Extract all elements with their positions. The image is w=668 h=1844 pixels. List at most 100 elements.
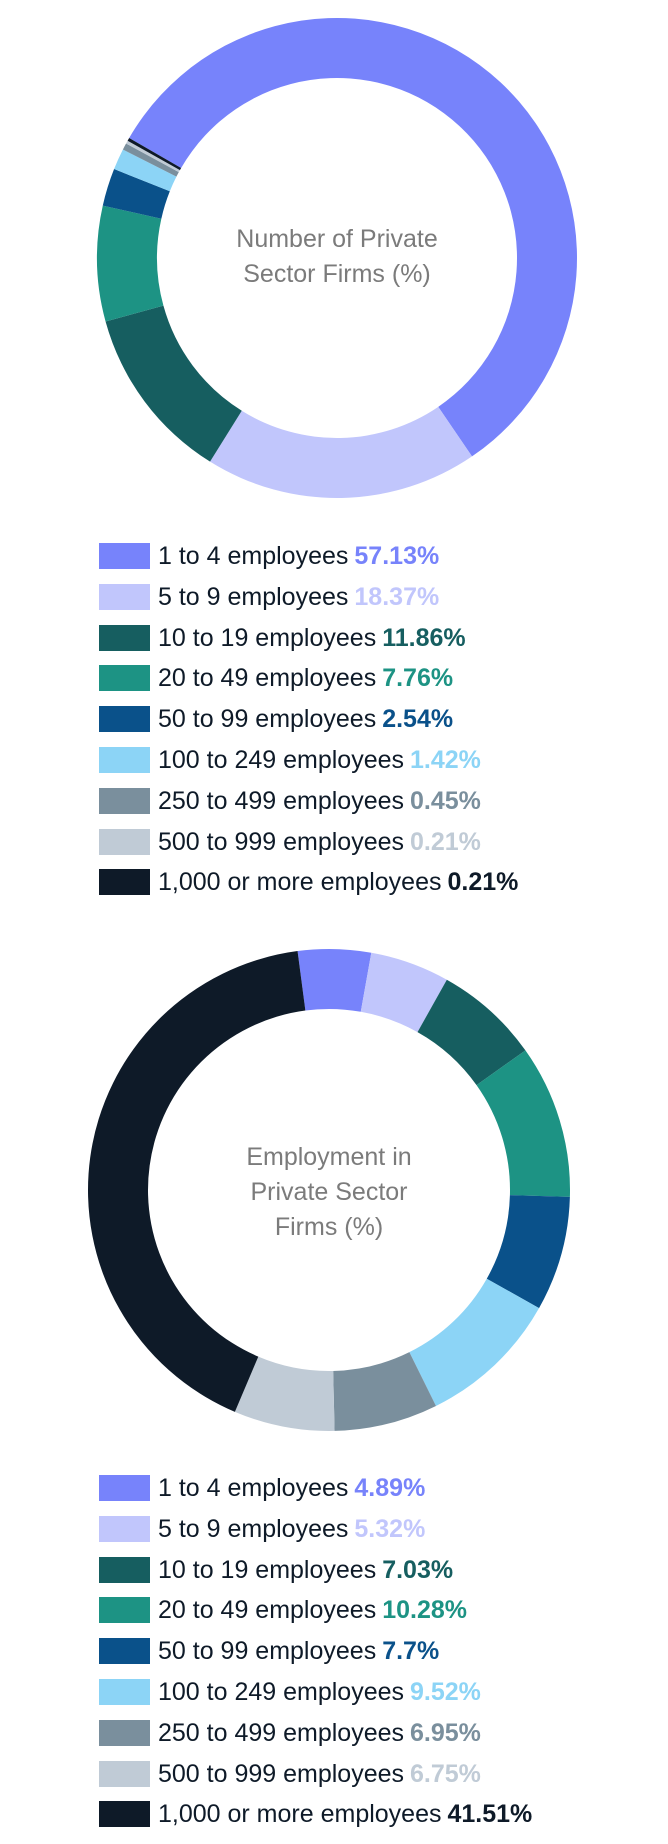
legend-label: 1,000 or more employees 0.21% bbox=[158, 869, 518, 895]
legend-label: 100 to 249 employees 9.52% bbox=[158, 1679, 481, 1705]
legend-category: 1 to 4 employees bbox=[158, 1474, 349, 1502]
legend-label: 1 to 4 employees 4.89% bbox=[158, 1475, 425, 1501]
legend-category: 100 to 249 employees bbox=[158, 745, 405, 774]
legend-item: 500 to 999 employees 0.21% bbox=[99, 828, 518, 870]
employment-donut-chart bbox=[87, 949, 570, 1431]
donut-slice-4 bbox=[97, 205, 164, 322]
legend-item: 500 to 999 employees 6.75% bbox=[99, 1760, 532, 1802]
legend-value: 0.21% bbox=[410, 827, 481, 856]
firms-chart-title: Number of Private Sector Firms (%) bbox=[187, 222, 487, 292]
legend-category: 1 to 4 employees bbox=[158, 542, 349, 570]
legend-swatch bbox=[99, 1638, 150, 1665]
donut-slice-9 bbox=[87, 951, 306, 1412]
legend-value: 7.76% bbox=[382, 664, 454, 693]
legend-swatch bbox=[99, 787, 150, 814]
donut-slice-6 bbox=[114, 149, 177, 192]
title-line: Private Sector bbox=[250, 1178, 408, 1206]
title-line: Employment in bbox=[246, 1143, 412, 1171]
legend-value: 0.21% bbox=[447, 868, 519, 897]
legend-value: 4.89% bbox=[354, 1474, 426, 1502]
legend-category: 10 to 19 employees bbox=[158, 1555, 377, 1584]
legend-value: 1.42% bbox=[410, 745, 481, 774]
donut-slice-8 bbox=[234, 1356, 335, 1431]
legend-label: 1,000 or more employees 41.51% bbox=[158, 1801, 532, 1827]
legend-item: 1 to 4 employees 57.13% bbox=[99, 543, 518, 584]
legend-value: 5.32% bbox=[354, 1514, 426, 1543]
legend-label: 500 to 999 employees 6.75% bbox=[158, 1761, 481, 1787]
legend-label: 5 to 9 employees 5.32% bbox=[158, 1516, 425, 1542]
title-line: Firms (%) bbox=[274, 1213, 384, 1241]
legend-value: 6.95% bbox=[410, 1718, 481, 1747]
legend-label: 20 to 49 employees 10.28% bbox=[158, 1597, 467, 1623]
legend-value: 41.51% bbox=[447, 1800, 533, 1829]
legend-category: 20 to 49 employees bbox=[158, 1596, 377, 1625]
legend-swatch bbox=[99, 583, 150, 610]
legend-item: 5 to 9 employees 5.32% bbox=[99, 1515, 532, 1557]
legend-swatch bbox=[99, 828, 150, 855]
legend-category: 5 to 9 employees bbox=[158, 582, 349, 611]
firms-legend: 1 to 4 employees 57.13% 5 to 9 employees 18… bbox=[99, 543, 518, 910]
legend-category: 250 to 499 employees bbox=[158, 786, 405, 815]
legend-category: 5 to 9 employees bbox=[158, 1514, 349, 1543]
donut-slice-3 bbox=[105, 305, 242, 462]
legend-swatch bbox=[99, 746, 150, 773]
legend-item: 100 to 249 employees 1.42% bbox=[99, 746, 518, 788]
legend-swatch bbox=[99, 543, 150, 569]
legend-swatch bbox=[99, 665, 150, 692]
legend-value: 0.45% bbox=[410, 786, 481, 815]
legend-label: 1 to 4 employees 57.13% bbox=[158, 543, 439, 569]
legend-value: 6.75% bbox=[410, 1759, 481, 1788]
donut-slice-8 bbox=[126, 140, 180, 173]
legend-category: 500 to 999 employees bbox=[158, 1759, 405, 1788]
legend-label: 10 to 19 employees 7.03% bbox=[158, 1557, 453, 1583]
legend-swatch bbox=[99, 1515, 150, 1542]
legend-category: 50 to 99 employees bbox=[158, 705, 377, 734]
donut-slice-3 bbox=[417, 979, 526, 1086]
legend-value: 7.03% bbox=[382, 1555, 454, 1584]
legend-item: 1 to 4 employees 4.89% bbox=[99, 1475, 532, 1516]
donut-slice-1 bbox=[129, 18, 577, 457]
legend-item: 1,000 or more employees 41.51% bbox=[99, 1801, 532, 1842]
donut-slice-7 bbox=[333, 1352, 436, 1431]
legend-item: 20 to 49 employees 7.76% bbox=[99, 665, 518, 706]
legend-swatch bbox=[99, 1719, 150, 1746]
legend-label: 50 to 99 employees 7.7% bbox=[158, 1638, 439, 1664]
donut-slice-5 bbox=[486, 1195, 570, 1309]
legend-label: 250 to 499 employees 6.95% bbox=[158, 1720, 481, 1746]
firms-donut-chart bbox=[97, 18, 577, 498]
employment-chart-title: Employment in Private Sector Firms (%) bbox=[179, 1140, 479, 1245]
legend-value: 18.37% bbox=[354, 582, 440, 611]
legend-item: 10 to 19 employees 7.03% bbox=[99, 1556, 532, 1598]
legend-category: 10 to 19 employees bbox=[158, 623, 377, 652]
legend-category: 1,000 or more employees bbox=[158, 868, 442, 897]
legend-value: 57.13% bbox=[354, 542, 440, 570]
title-line: Sector Firms (%) bbox=[243, 260, 431, 288]
legend-label: 20 to 49 employees 7.76% bbox=[158, 665, 453, 691]
legend-swatch bbox=[99, 1678, 150, 1705]
employment-legend: 1 to 4 employees 4.89% 5 to 9 employees 5.3… bbox=[99, 1475, 532, 1842]
legend-category: 250 to 499 employees bbox=[158, 1718, 405, 1747]
title-line: Number of Private bbox=[236, 225, 438, 253]
legend-item: 250 to 499 employees 6.95% bbox=[99, 1719, 532, 1761]
legend-item: 1,000 or more employees 0.21% bbox=[99, 869, 518, 910]
legend-category: 1,000 or more employees bbox=[158, 1800, 442, 1829]
legend-swatch bbox=[99, 1801, 150, 1828]
legend-swatch bbox=[99, 869, 150, 896]
legend-item: 50 to 99 employees 2.54% bbox=[99, 706, 518, 747]
legend-label: 10 to 19 employees 11.86% bbox=[158, 625, 466, 651]
donut-slice-2 bbox=[360, 952, 447, 1033]
legend-label: 5 to 9 employees 18.37% bbox=[158, 584, 439, 610]
legend-swatch bbox=[99, 1760, 150, 1787]
legend-label: 100 to 249 employees 1.42% bbox=[158, 747, 481, 773]
legend-label: 50 to 99 employees 2.54% bbox=[158, 706, 453, 732]
legend-item: 5 to 9 employees 18.37% bbox=[99, 583, 518, 625]
legend-value: 2.54% bbox=[382, 705, 454, 734]
legend-swatch bbox=[99, 706, 150, 733]
legend-category: 20 to 49 employees bbox=[158, 664, 377, 693]
legend-value: 11.86% bbox=[382, 623, 466, 652]
donut-slice-6 bbox=[409, 1278, 540, 1406]
legend-label: 500 to 999 employees 0.21% bbox=[158, 829, 481, 855]
donut-slice-2 bbox=[210, 406, 473, 498]
legend-category: 50 to 99 employees bbox=[158, 1637, 377, 1666]
legend-category: 500 to 999 employees bbox=[158, 827, 405, 856]
